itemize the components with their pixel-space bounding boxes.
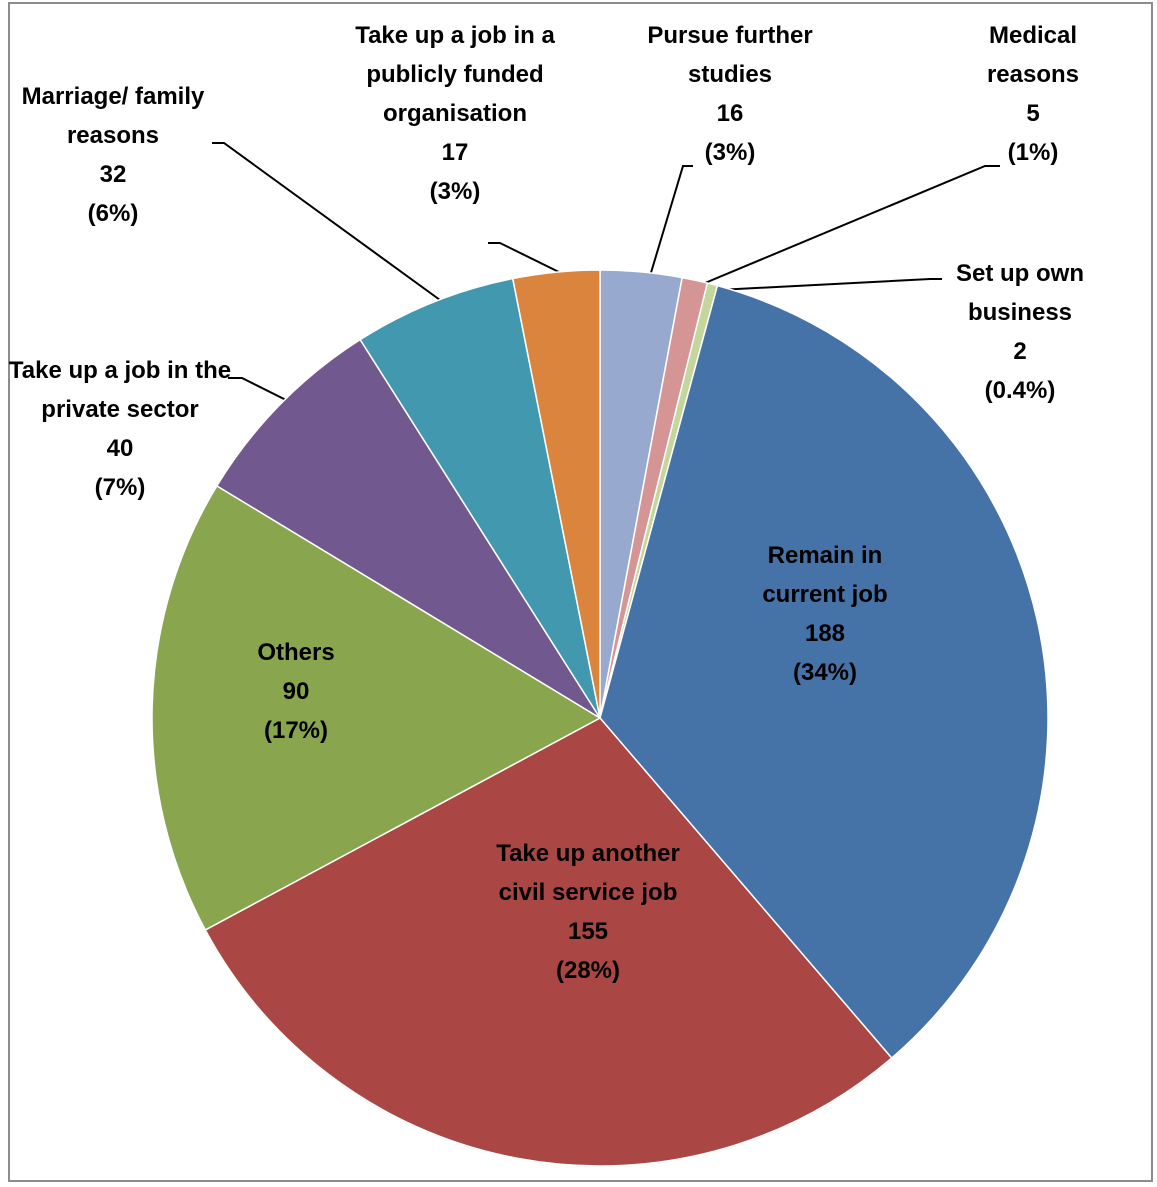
value-label: 90 xyxy=(282,678,310,705)
category-label: Others xyxy=(257,639,335,666)
slice-label: Set up own business 2 (0.4%) xyxy=(935,254,1105,410)
percentage-label: (17%) xyxy=(263,717,329,744)
slice-label: Others 90 (17%) xyxy=(221,633,371,750)
value-label: 5 xyxy=(1026,100,1040,127)
pie-slice xyxy=(599,284,1049,1060)
value-label: 17 xyxy=(441,139,469,166)
pie-slice xyxy=(359,277,601,719)
value-label: 155 xyxy=(567,918,609,945)
value-label: 188 xyxy=(804,620,846,647)
category-label: Take up another civil service job xyxy=(496,840,680,906)
leader-line xyxy=(649,165,693,277)
value-label: 2 xyxy=(1013,338,1027,365)
pie-slice xyxy=(215,338,601,719)
pie-slice xyxy=(151,484,602,931)
category-label: Set up own business xyxy=(956,260,1084,326)
pie-slice xyxy=(204,717,893,1167)
slice-label: Marriage/ family reasons 32 (6%) xyxy=(8,77,218,233)
leader-lines xyxy=(212,142,1000,403)
percentage-label: (0.4%) xyxy=(984,377,1056,404)
value-label: 40 xyxy=(106,435,134,462)
category-label: Remain in current job xyxy=(762,542,888,608)
percentage-label: (34%) xyxy=(792,659,858,686)
slice-label: Pursue further studies 16 (3%) xyxy=(620,16,840,172)
percentage-label: (3%) xyxy=(429,178,481,205)
slice-label: Take up a job in a publicly funded organ… xyxy=(340,16,570,211)
value-label: 32 xyxy=(99,161,127,188)
leader-line xyxy=(488,242,566,276)
leader-line xyxy=(228,377,291,403)
percentage-label: (6%) xyxy=(87,200,139,227)
slice-label: Take up another civil service job 155 (28%… xyxy=(493,834,683,990)
pie xyxy=(151,269,1049,1167)
percentage-label: (3%) xyxy=(704,139,756,166)
slice-label: Remain in current job 188 (34%) xyxy=(735,536,915,692)
category-label: Marriage/ family reasons xyxy=(21,83,205,149)
leader-line xyxy=(704,165,1000,284)
category-label: Pursue further studies xyxy=(647,22,813,88)
pie-slice xyxy=(511,269,601,719)
category-label: Take up a job in a publicly funded organ… xyxy=(355,22,555,127)
percentage-label: (28%) xyxy=(555,957,621,984)
value-label: 16 xyxy=(716,100,744,127)
slice-label: Take up a job in the private sector 40 (7%… xyxy=(5,351,235,507)
category-label: Take up a job in the private sector xyxy=(8,357,232,423)
percentage-label: (7%) xyxy=(94,474,146,501)
chart-border xyxy=(8,2,1153,1182)
percentage-label: (1%) xyxy=(1007,139,1059,166)
leader-line xyxy=(212,142,441,301)
slice-label: Medical reasons 5 (1%) xyxy=(963,16,1103,172)
leader-line xyxy=(717,278,942,291)
category-label: Medical reasons xyxy=(986,22,1080,88)
